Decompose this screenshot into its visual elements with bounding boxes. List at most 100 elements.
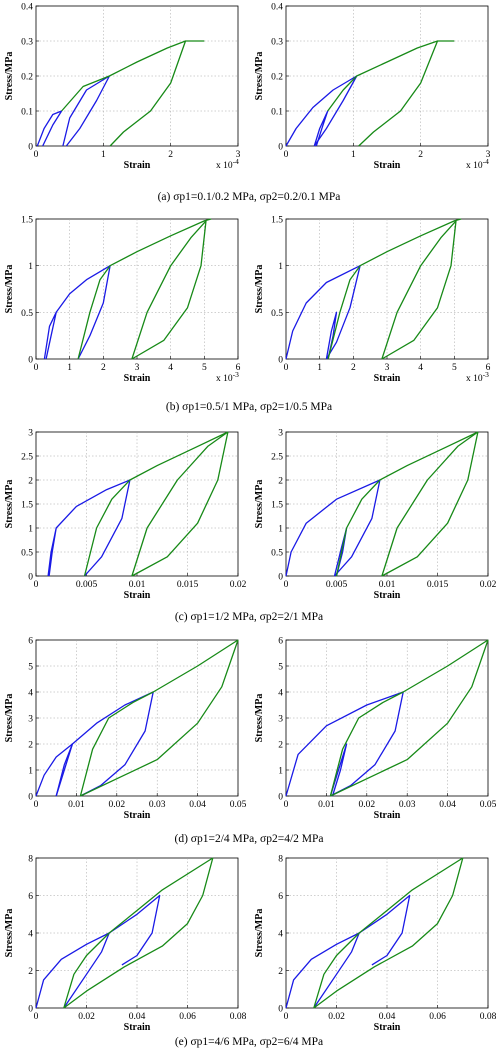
green-stress-strain-curve xyxy=(327,40,439,147)
y-axis-label: Stress/MPa xyxy=(4,694,15,743)
y-tick-label: 8 xyxy=(278,855,283,865)
chart-panel-b-right: 0 1 2 3 4 5 6 0 0.5 1 1.5 Strain Stress/MPa x 10-3 xyxy=(254,216,491,385)
x-tick-label: 2 xyxy=(351,363,356,373)
x-tick-label: 0.01 xyxy=(379,580,396,590)
y-tick-label: 2 xyxy=(28,477,33,487)
y-tick-label: 0 xyxy=(278,793,283,803)
blue-stress-strain-curve xyxy=(329,743,348,797)
y-tick-label: 0 xyxy=(278,573,283,583)
blue-stress-strain-curve xyxy=(36,110,63,147)
green-stress-strain-curve xyxy=(83,431,229,577)
y-tick-label: 4 xyxy=(28,689,33,699)
y-tick-label: 5 xyxy=(28,663,33,673)
x-axis-label: Strain xyxy=(374,373,401,384)
axis-multiplier: x 10-4 xyxy=(216,157,239,171)
y-axis-label: Stress/MPa xyxy=(4,265,15,314)
y-tick-label: 3 xyxy=(278,715,283,725)
y-tick-label: 6 xyxy=(28,637,33,647)
y-tick-label: 0.5 xyxy=(271,309,283,319)
x-tick-label: 5 xyxy=(452,363,457,373)
green-stress-strain-curve xyxy=(329,639,489,797)
y-tick-label: 0 xyxy=(278,1005,283,1015)
green-stress-strain-curve xyxy=(381,431,479,577)
blue-stress-strain-curve xyxy=(285,75,358,147)
y-tick-label: 6 xyxy=(28,892,33,902)
x-tick-label: 0.05 xyxy=(230,800,247,810)
y-axis-label: Stress/MPa xyxy=(254,480,265,529)
y-tick-label: 1.5 xyxy=(21,216,33,226)
blue-stress-strain-curve xyxy=(285,265,361,360)
x-tick-label: 0.02 xyxy=(480,580,497,590)
y-tick-label: 2 xyxy=(278,477,283,487)
y-axis-label: Stress/MPa xyxy=(4,909,15,958)
chart-panel-e-left: 0 0.02 0.04 0.06 0.08 0 2 4 6 8 Strain Stress/MPa xyxy=(4,855,247,1034)
y-axis-label: Stress/MPa xyxy=(254,909,265,958)
green-stress-strain-curve xyxy=(131,220,207,360)
x-tick-label: 0 xyxy=(284,800,289,810)
y-tick-label: 1 xyxy=(278,767,283,777)
chart-panel-b-left: 0 1 2 3 4 5 6 0 0.5 1 1.5 Strain Stress/MPa x 10-3 xyxy=(4,216,241,385)
chart-panel-c-left: 0 0.005 0.01 0.015 0.02 0 0.5 1 1.5 2 2.5 3 Strain St… xyxy=(4,429,247,602)
y-tick-label: 0.2 xyxy=(21,73,33,83)
x-tick-label: 0.015 xyxy=(427,580,449,590)
y-tick-label: 0.3 xyxy=(21,38,33,48)
x-tick-label: 0 xyxy=(284,1012,289,1022)
chart-panel-a-right: 0 1 2 3 0 0.1 0.2 0.3 0.4 Strain Stress/MPa x 10-4 xyxy=(254,3,491,172)
x-axis-label: Strain xyxy=(124,160,151,171)
chart-panel-d-left: 0 0.01 0.02 0.03 0.04 0.05 0 1 2 3 4 5 6 Strain Stress… xyxy=(4,637,247,822)
green-stress-strain-curve xyxy=(381,431,479,577)
y-tick-label: 3 xyxy=(28,715,33,725)
y-tick-label: 0.4 xyxy=(271,3,283,13)
blue-stress-strain-curve xyxy=(108,894,161,966)
x-tick-label: 0.08 xyxy=(230,1012,247,1022)
y-tick-label: 5 xyxy=(278,663,283,673)
x-tick-label: 0.08 xyxy=(480,1012,497,1022)
axis-multiplier: x 10-3 xyxy=(216,370,239,384)
y-tick-label: 0.1 xyxy=(271,108,283,118)
y-tick-label: 6 xyxy=(278,637,283,647)
y-tick-label: 2 xyxy=(278,967,283,977)
y-tick-label: 2 xyxy=(28,741,33,751)
y-axis-label: Stress/MPa xyxy=(4,480,15,529)
x-tick-label: 1 xyxy=(67,363,72,373)
green-stress-strain-curve xyxy=(381,220,457,360)
figure-caption: (c) σp1=1/2 MPa, σp2=2/1 MPa xyxy=(175,611,323,623)
x-axis-label: Strain xyxy=(374,810,401,821)
y-tick-label: 0 xyxy=(28,356,33,366)
x-tick-label: 4 xyxy=(168,363,173,373)
green-stress-strain-curve xyxy=(79,639,239,797)
x-tick-label: 0 xyxy=(34,150,39,160)
x-axis-label: Strain xyxy=(124,373,151,384)
y-tick-label: 3 xyxy=(278,429,283,439)
x-tick-label: 0.005 xyxy=(76,580,98,590)
y-tick-label: 0 xyxy=(28,1005,33,1015)
y-tick-label: 6 xyxy=(278,892,283,902)
green-stress-strain-curve xyxy=(77,218,212,360)
y-tick-label: 0 xyxy=(28,143,33,153)
y-axis-label: Stress/MPa xyxy=(254,694,265,743)
green-stress-strain-curve xyxy=(80,639,239,797)
y-tick-label: 1 xyxy=(28,525,33,535)
x-tick-label: 0.02 xyxy=(108,800,125,810)
x-tick-label: 1 xyxy=(317,363,322,373)
x-tick-label: 2 xyxy=(101,363,106,373)
x-tick-label: 0.02 xyxy=(358,800,375,810)
chart-panel-c-right: 0 0.005 0.01 0.015 0.02 0 0.5 1 1.5 2 2.5 3 Strain St… xyxy=(254,429,497,602)
x-tick-label: 0 xyxy=(34,800,39,810)
x-tick-label: 0.05 xyxy=(480,800,497,810)
blue-stress-strain-curve xyxy=(35,932,110,1009)
green-stress-strain-curve xyxy=(381,220,457,360)
y-tick-label: 0.1 xyxy=(21,108,33,118)
axis-multiplier: x 10-3 xyxy=(466,370,489,384)
chart-panel-a-left: 0 1 2 3 0 0.1 0.2 0.3 0.4 Strain Stress/MPa x 10-4 xyxy=(4,3,241,172)
x-tick-label: 0.02 xyxy=(230,580,247,590)
green-stress-strain-curve xyxy=(335,431,479,577)
blue-stress-strain-curve xyxy=(35,743,74,797)
green-stress-strain-curve xyxy=(63,857,214,1009)
x-tick-label: 6 xyxy=(236,363,241,373)
y-tick-label: 4 xyxy=(278,930,283,940)
green-stress-strain-curve xyxy=(131,431,229,577)
x-tick-label: 2 xyxy=(168,150,173,160)
y-tick-label: 0 xyxy=(278,143,283,153)
y-tick-label: 0 xyxy=(28,573,33,583)
